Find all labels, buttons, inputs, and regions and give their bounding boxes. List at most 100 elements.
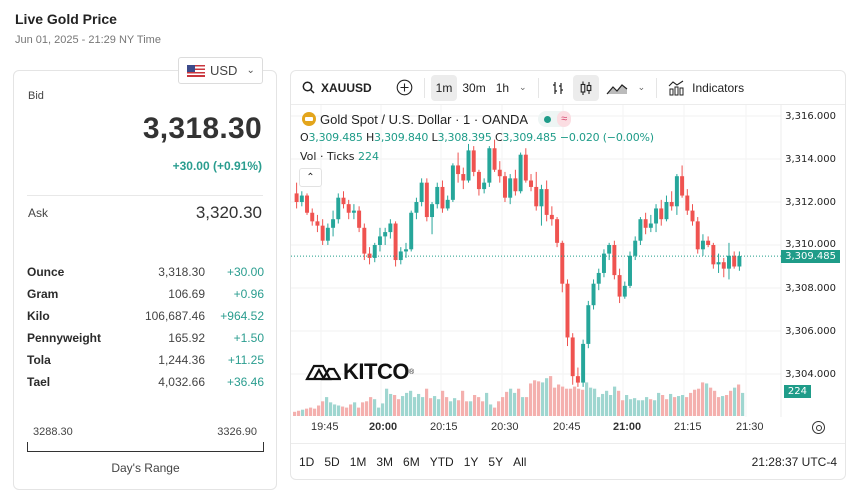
market-status[interactable]: ≈ — [538, 111, 572, 127]
candles-icon — [580, 81, 591, 95]
ask-price: 3,320.30 — [195, 203, 262, 222]
chart-settings-gear-icon[interactable] — [812, 421, 825, 434]
current-price-tag: 3,309.485 — [781, 250, 840, 263]
currency-select-value: USD — [210, 63, 238, 78]
days-range-low: 3288.30 — [33, 426, 73, 438]
price-axis-label: 3,314.000 — [785, 154, 836, 165]
gold-bar-icon — [302, 112, 316, 126]
unit-row-kilo: Kilo 106,687.46 +964.52 — [27, 305, 264, 327]
symbol-search-button[interactable]: XAUUSD — [297, 75, 377, 101]
unit-row-tola: Tola 1,244.36 +11.25 — [27, 349, 264, 371]
instrument-title: Gold Spot / U.S. Dollar · 1 · OANDA — [320, 111, 529, 127]
chart-type-dropdown-button[interactable]: ⌄ — [633, 75, 651, 101]
range-1y-button[interactable]: 1Y — [463, 454, 479, 469]
close-label: C — [494, 131, 503, 144]
area-chart-type-button[interactable] — [601, 75, 633, 101]
us-flag-icon — [187, 64, 205, 77]
unit-name: Kilo — [27, 309, 50, 323]
range-3m-button[interactable]: 3M — [376, 454, 394, 469]
unit-price-table: Ounce 3,318.30 +30.00 Gram 106.69 +0.96 … — [27, 261, 264, 393]
ohlc-bars-icon — [552, 81, 563, 94]
low-value: 3,308.395 — [437, 131, 492, 144]
time-axis-label: 21:30 — [736, 421, 764, 433]
unit-change: +964.52 — [220, 309, 264, 323]
unit-price: 106.69 — [168, 287, 205, 301]
price-axis-label: 3,316.000 — [785, 111, 836, 122]
price-axis-label: 3,308.000 — [785, 283, 836, 294]
plus-circle-icon — [396, 79, 413, 96]
search-icon — [302, 81, 315, 94]
volume-legend: Vol · Ticks 224 — [300, 150, 379, 163]
chevron-down-icon: ⌄ — [519, 82, 527, 92]
symbol-label: XAUUSD — [321, 80, 372, 95]
interval-1m-button[interactable]: 1m — [430, 74, 458, 101]
price-axis-label: 3,306.000 — [785, 326, 836, 337]
close-value: 3,309.485 — [502, 131, 557, 144]
unit-price: 165.92 — [168, 331, 205, 345]
collapse-legend-button[interactable]: ⌃ — [299, 168, 322, 187]
unit-row-ounce: Ounce 3,318.30 +30.00 — [27, 261, 264, 283]
time-axis-label: 20:30 — [491, 421, 519, 433]
compare-symbol-button[interactable] — [391, 75, 418, 101]
divider — [27, 195, 263, 196]
high-label: H — [365, 131, 375, 144]
chevron-down-icon: ⌄ — [637, 82, 646, 92]
interval-dropdown-button[interactable]: ⌄ — [514, 75, 532, 101]
unit-name: Tola — [27, 353, 51, 367]
range-1m-button[interactable]: 1M — [349, 454, 367, 469]
range-1d-button[interactable]: 1D — [299, 454, 315, 469]
kitco-gold-bars-icon — [305, 364, 341, 381]
time-axis: 19:45 20:00 20:15 20:30 20:45 21:00 21:1… — [291, 417, 845, 439]
volume-value: 224 — [358, 150, 380, 163]
unit-name: Pennyweight — [27, 331, 102, 345]
toolbar-divider — [537, 77, 539, 98]
range-5d-button[interactable]: 5D — [324, 454, 340, 469]
range-5y-button[interactable]: 5Y — [488, 454, 504, 469]
time-axis-label: 20:45 — [553, 421, 581, 433]
page-title: Live Gold Price — [15, 11, 117, 27]
high-value: 3,309.840 — [374, 131, 429, 144]
range-all-button[interactable]: All — [513, 454, 527, 469]
time-axis-label: 19:45 — [311, 421, 339, 433]
unit-price: 3,318.30 — [158, 265, 205, 279]
bar-chart-type-button[interactable] — [545, 75, 571, 101]
unit-change: +11.25 — [227, 353, 264, 367]
unit-name: Ounce — [27, 265, 65, 279]
page-subtitle-timestamp: Jun 01, 2025 - 21:29 NY Time — [15, 34, 161, 46]
candle-chart-type-button[interactable] — [572, 74, 599, 101]
range-6m-button[interactable]: 6M — [403, 454, 420, 469]
unit-price: 1,244.36 — [158, 353, 205, 367]
price-axis-label: 3,310.000 — [785, 239, 836, 250]
kitco-wordmark: KITCO — [343, 359, 409, 384]
price-card — [13, 70, 277, 490]
chart-toolbar: XAUUSD 1m 30m 1h ⌄ ⌄ Indicators — [291, 71, 845, 105]
bid-label: Bid — [28, 90, 44, 102]
interval-1h-button[interactable]: 1h — [495, 80, 510, 95]
time-axis-label: 20:00 — [369, 421, 398, 433]
open-label: O — [300, 131, 309, 144]
price-axis-label: 3,312.000 — [785, 197, 836, 208]
indicators-button[interactable]: Indicators — [663, 75, 749, 101]
delayed-data-icon: ≈ — [557, 111, 572, 127]
toolbar-divider — [656, 77, 658, 98]
volume-label: Vol · Ticks — [300, 150, 355, 163]
chart-clock-timezone[interactable]: 21:28:37 UTC-4 — [751, 455, 837, 469]
unit-row-tael: Tael 4,032.66 +36.46 — [27, 371, 264, 393]
range-ytd-button[interactable]: YTD — [429, 454, 454, 469]
ohlc-values: O3,309.485 H3,309.840 L3,308.395 C3,309.… — [300, 131, 654, 144]
change-value: −0.020 (−0.00%) — [559, 131, 654, 144]
days-range-label: Day's Range — [111, 461, 180, 475]
unit-name: Gram — [27, 287, 59, 301]
range-selector-bar: 1D 5D 1M 3M 6M YTD 1Y 5Y All 21:28:37 UT… — [291, 443, 845, 479]
currency-select[interactable]: USD ⌄ — [178, 57, 263, 84]
chevron-down-icon: ⌄ — [246, 65, 255, 76]
market-open-dot-icon — [544, 115, 552, 123]
unit-name: Tael — [27, 375, 51, 389]
interval-30m-button[interactable]: 30m — [462, 80, 486, 95]
unit-row-gram: Gram 106.69 +0.96 — [27, 283, 264, 305]
bid-price: 3,318.30 — [142, 112, 262, 145]
candlestick-chart[interactable] — [291, 105, 846, 417]
volume-tag: 224 — [783, 385, 811, 398]
days-range-bar — [27, 442, 264, 452]
chart-legend-title: Gold Spot / U.S. Dollar · 1 · OANDA ≈ — [302, 111, 572, 127]
